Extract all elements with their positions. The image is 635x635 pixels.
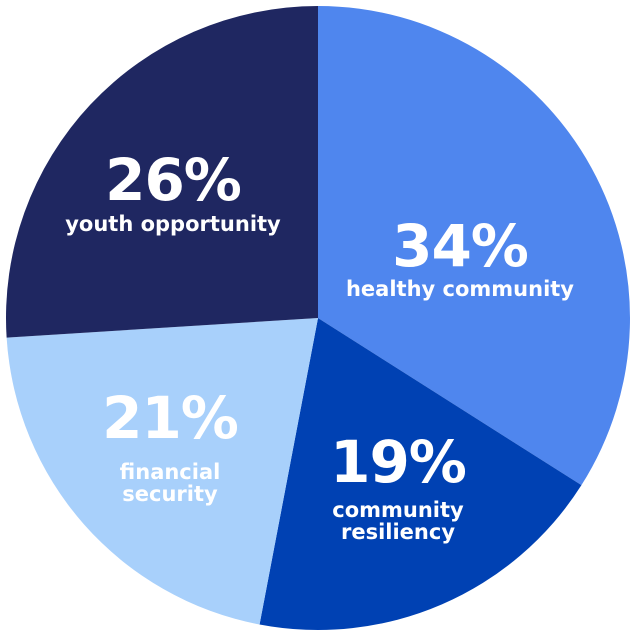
category-label: community resiliency	[332, 498, 464, 544]
value-label: 34%	[392, 212, 529, 280]
pie-slice	[6, 318, 318, 625]
value-label: 19%	[330, 428, 467, 496]
value-label: 21%	[102, 384, 239, 452]
value-label: 26%	[105, 146, 242, 214]
pie-slice	[259, 318, 582, 631]
category-label: healthy community	[345, 277, 575, 301]
pie-slice	[5, 6, 318, 338]
pie-slice	[318, 6, 630, 486]
category-label: youth opportunity	[65, 212, 281, 236]
category-label: financial security	[119, 460, 221, 506]
